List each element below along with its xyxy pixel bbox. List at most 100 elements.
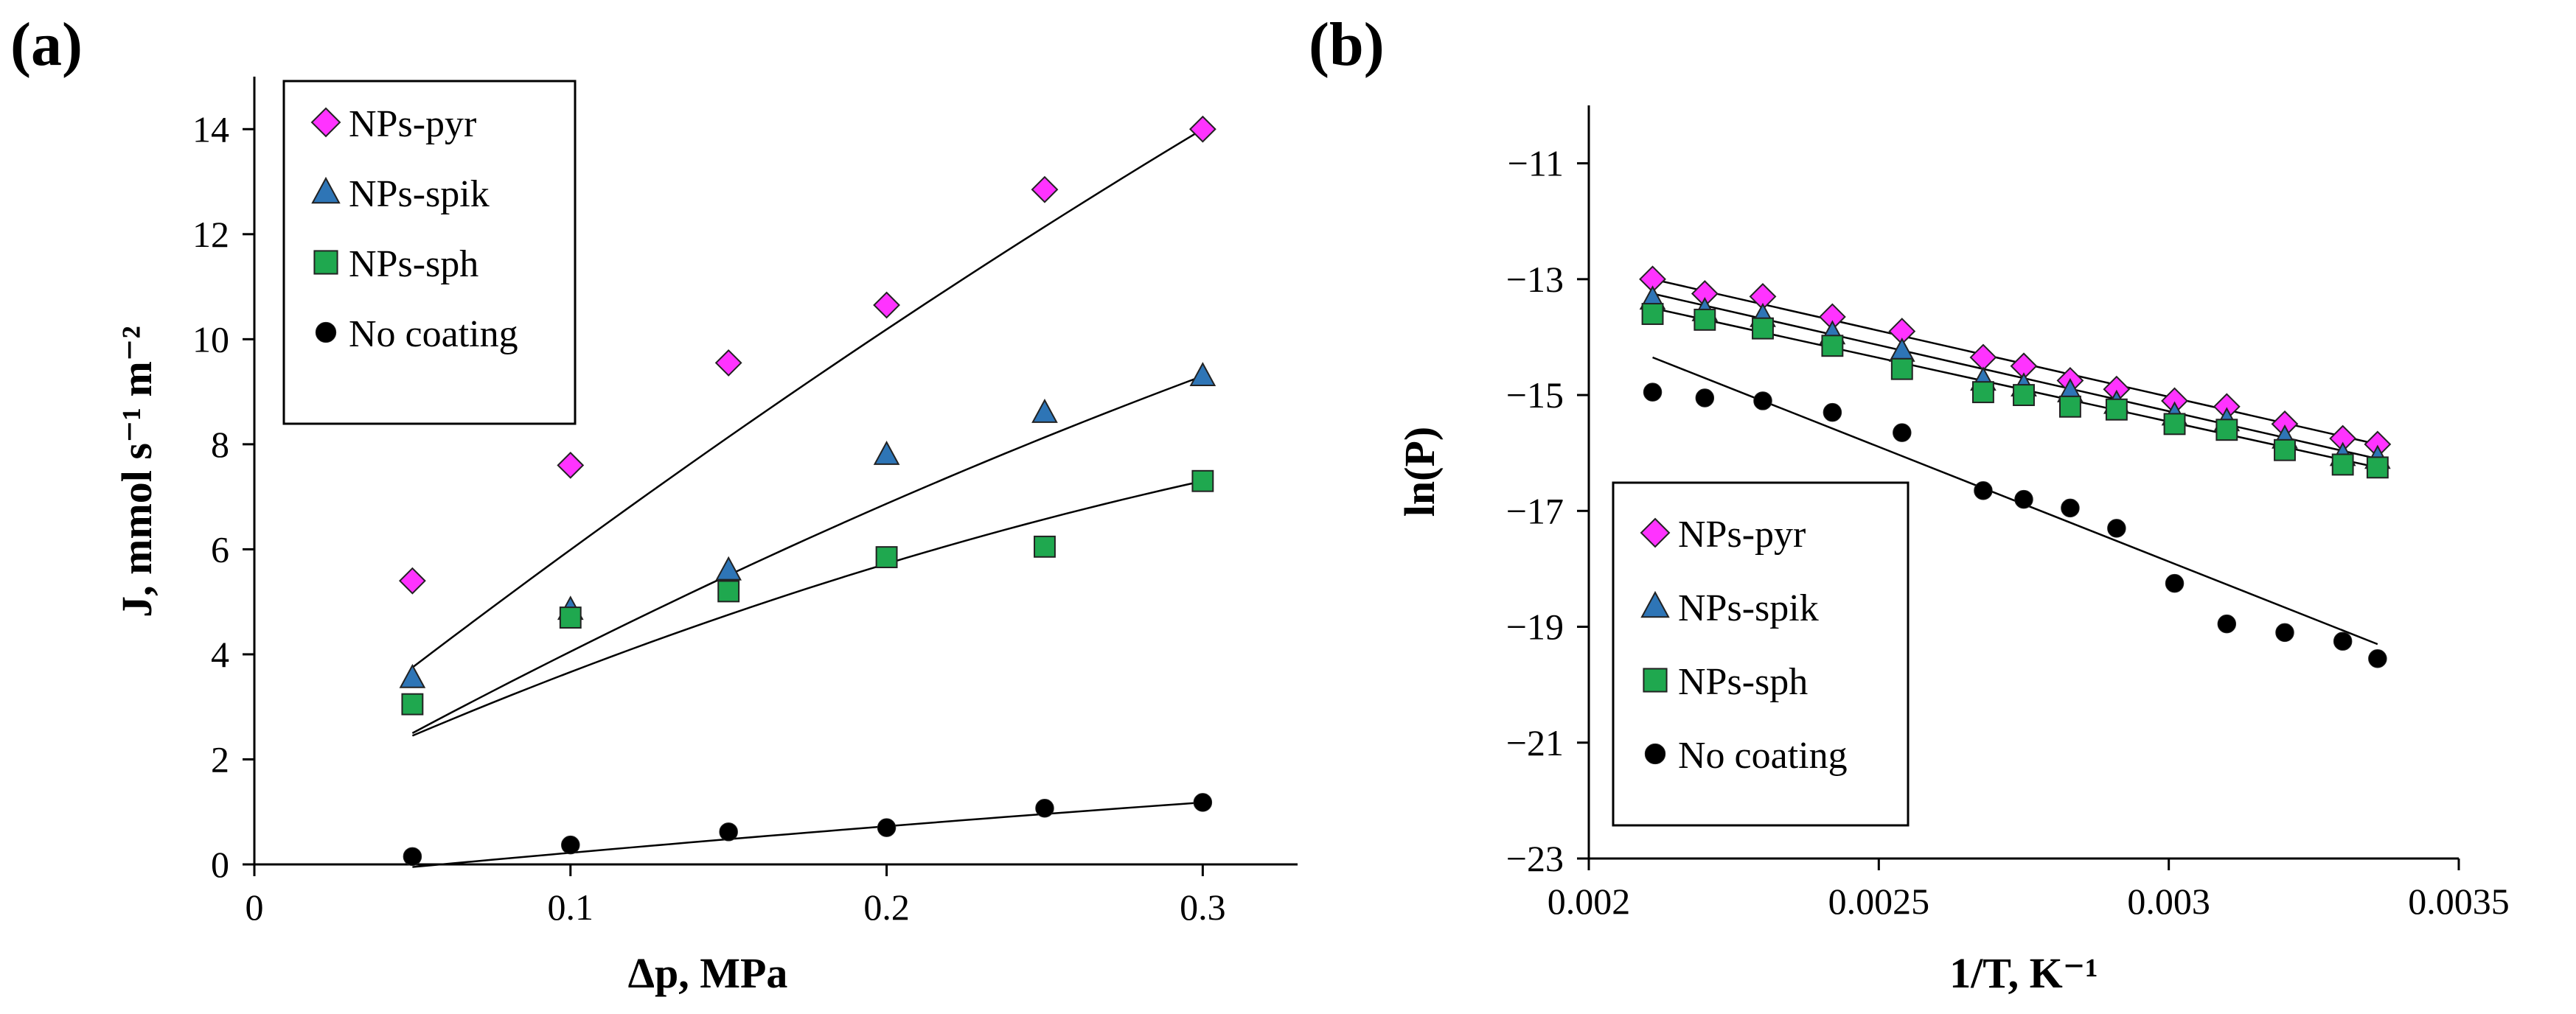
legend-marker-nps-sph — [1643, 668, 1668, 693]
marker-no-coating — [877, 818, 897, 837]
x-tick-label: 0 — [246, 887, 264, 928]
marker-nps-spik — [1189, 362, 1216, 386]
marker-nps-sph — [2105, 398, 2128, 421]
x-tick-label: 0.3 — [1180, 887, 1226, 928]
legend-label-nps-spik: NPs-spik — [349, 173, 490, 215]
marker-nps-pyr — [398, 567, 426, 595]
y-tick-label: 14 — [192, 108, 229, 150]
chart-panel-a: 0 2 4 6 8 10 12 14 0 0.1 0.2 0.3 Δp, MPa J, mmol s⁻¹ … — [113, 77, 1298, 997]
marker-nps-sph — [2163, 413, 2186, 436]
marker-nps-sph — [875, 546, 898, 569]
marker-nps-spik — [1888, 338, 1915, 362]
y-tick-label: 6 — [211, 528, 229, 570]
y-tick-label: −15 — [1506, 374, 1564, 416]
legend-marker-nps-spik — [1640, 590, 1670, 618]
trendline-nps-sph — [411, 480, 1203, 737]
y-tick-label: 12 — [192, 214, 229, 255]
x-axis-title: Δp, MPa — [628, 949, 788, 997]
x-axis-title: 1/T, K⁻¹ — [1949, 949, 2098, 997]
marker-nps-sph — [2215, 419, 2238, 441]
x-tick-label: 0.0025 — [1828, 881, 1930, 922]
legend-label-nps-spik: NPs-spik — [1678, 587, 1819, 629]
y-tick-label: −19 — [1506, 606, 1564, 648]
marker-nps-sph — [717, 580, 740, 603]
marker-nps-spik — [873, 441, 900, 465]
marker-no-coating — [2368, 649, 2387, 668]
marker-nps-sph — [1034, 535, 1056, 558]
marker-nps-sph — [1641, 303, 1664, 325]
marker-nps-sph — [559, 606, 582, 629]
legend-label-nps-sph: NPs-sph — [1678, 661, 1808, 703]
marker-nps-sph — [2331, 453, 2354, 476]
marker-no-coating — [1823, 402, 1842, 422]
marker-nps-sph — [1890, 357, 1913, 380]
y-tick-label: 4 — [211, 634, 229, 675]
y-tick-label: −11 — [1508, 143, 1564, 184]
legend-marker-no-coating — [1644, 743, 1666, 765]
trendline-nps-spik — [411, 375, 1203, 734]
marker-no-coating — [1695, 388, 1715, 408]
y-tick-label: −23 — [1506, 838, 1564, 879]
y-tick-label: −21 — [1506, 722, 1564, 763]
marker-nps-spik — [399, 663, 426, 688]
marker-nps-sph — [2274, 438, 2296, 461]
legend-label-nps-pyr: NPs-pyr — [349, 103, 476, 145]
marker-no-coating — [2107, 519, 2126, 538]
marker-no-coating — [2275, 623, 2294, 643]
marker-nps-pyr — [873, 291, 900, 319]
marker-no-coating — [2333, 632, 2353, 651]
marker-nps-sph — [1752, 317, 1774, 340]
legend-marker-nps-pyr — [1640, 517, 1671, 548]
legend-marker-nps-pyr — [310, 107, 341, 138]
marker-nps-spik — [715, 556, 742, 581]
marker-nps-sph — [1693, 308, 1716, 331]
legend-label-no-coating: No coating — [349, 313, 518, 355]
trendline-nps-pyr — [411, 128, 1204, 668]
legend-label-no-coating: No coating — [1678, 735, 1848, 777]
marker-nps-pyr — [714, 349, 742, 377]
marker-no-coating — [1753, 391, 1772, 410]
marker-no-coating — [2165, 573, 2185, 593]
marker-nps-sph — [401, 693, 424, 716]
x-tick-label: 0.1 — [548, 887, 594, 928]
marker-nps-spik — [1031, 399, 1058, 423]
y-tick-label: −17 — [1506, 490, 1564, 531]
y-axis-title: J, mmol s⁻¹ m⁻² — [113, 326, 161, 618]
panel-label-a: (a) — [10, 10, 83, 79]
marker-no-coating — [2014, 489, 2033, 509]
legend-label-nps-sph: NPs-sph — [349, 243, 478, 285]
marker-no-coating — [1193, 793, 1213, 812]
marker-no-coating — [1643, 382, 1663, 402]
marker-nps-pyr — [1031, 175, 1059, 203]
y-tick-label: −13 — [1506, 259, 1564, 300]
legend-label-nps-pyr: NPs-pyr — [1678, 514, 1806, 556]
x-tick-label: 0.003 — [2127, 881, 2210, 922]
legend-marker-nps-sph — [313, 250, 338, 275]
marker-no-coating — [2061, 498, 2080, 518]
marker-no-coating — [719, 822, 738, 842]
panel-label-b: (b) — [1309, 10, 1385, 79]
marker-nps-pyr — [1188, 115, 1216, 143]
y-axis-title: ln(P) — [1396, 427, 1444, 517]
x-tick-label: 0.0035 — [2408, 881, 2510, 922]
x-tick-label: 0.2 — [863, 887, 910, 928]
marker-no-coating — [1893, 423, 1912, 442]
y-tick-label: 2 — [211, 738, 229, 780]
marker-nps-sph — [2366, 456, 2389, 479]
y-tick-label: 8 — [211, 424, 229, 465]
marker-nps-sph — [1191, 469, 1214, 492]
marker-no-coating — [1974, 481, 1993, 500]
marker-nps-sph — [2013, 384, 2035, 407]
trendline-no-coating — [412, 801, 1203, 868]
marker-nps-sph — [2058, 395, 2081, 418]
legend-marker-no-coating — [315, 321, 337, 343]
legend-marker-nps-spik — [311, 176, 341, 204]
chart-panel-b: −11 −13 −15 −17 −19 −21 −230.002 0.0025 0.003 0.0… — [1396, 105, 2510, 997]
marker-nps-sph — [1821, 335, 1844, 357]
y-tick-label: 0 — [211, 844, 229, 885]
marker-no-coating — [1035, 799, 1054, 818]
marker-nps-sph — [1971, 381, 1994, 404]
marker-no-coating — [2217, 614, 2237, 634]
marker-no-coating — [403, 847, 422, 867]
